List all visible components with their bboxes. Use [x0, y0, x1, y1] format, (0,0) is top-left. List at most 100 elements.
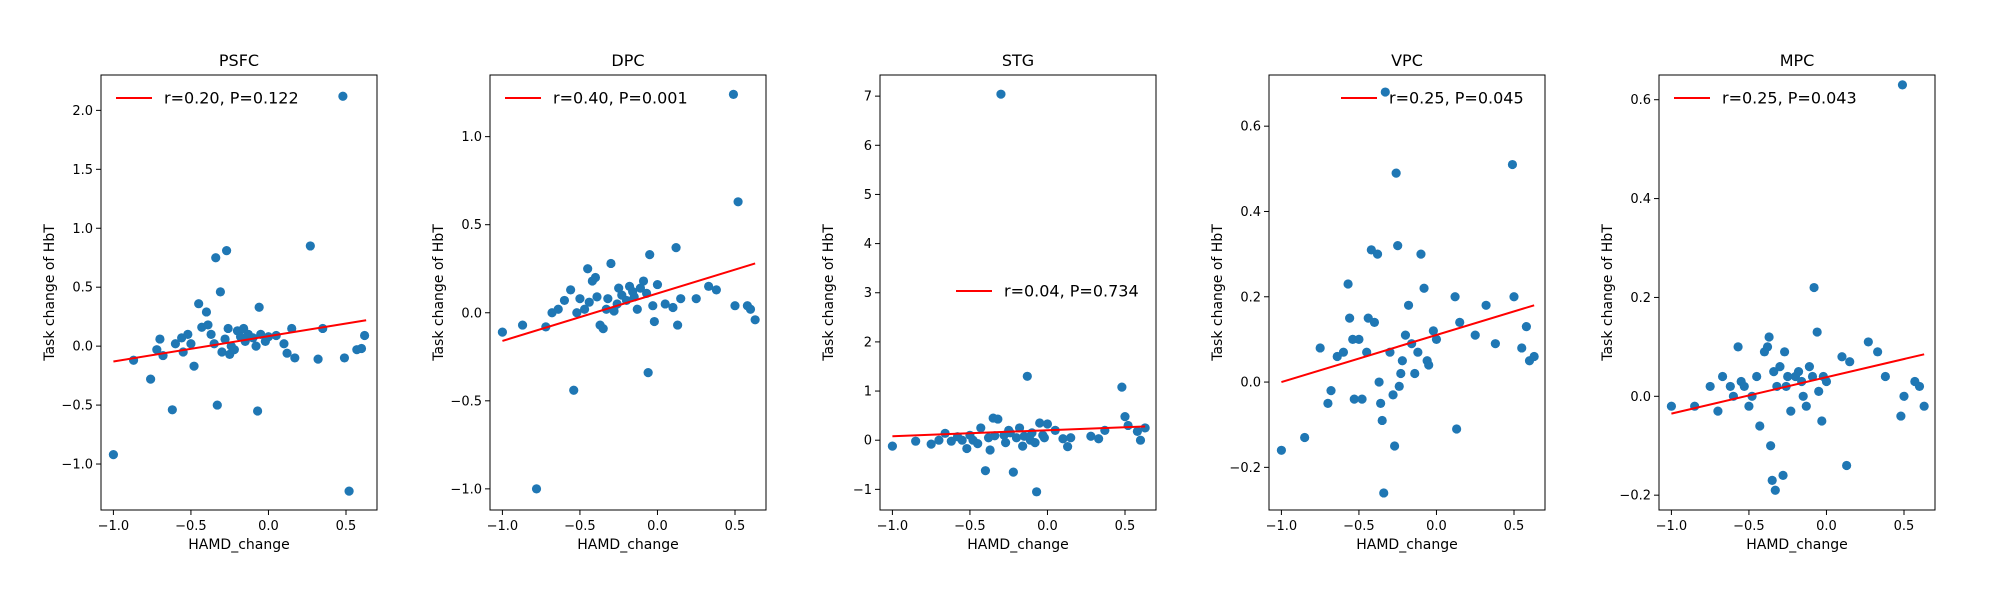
- x-axis-label: HAMD_change: [1356, 537, 1458, 553]
- data-point: [993, 414, 1003, 424]
- data-point: [253, 406, 263, 416]
- x-tick-label: −0.5: [175, 519, 207, 534]
- data-point: [194, 299, 204, 309]
- data-point: [1388, 390, 1398, 400]
- data-point: [976, 423, 986, 433]
- data-point: [1798, 391, 1808, 401]
- data-point: [603, 294, 613, 304]
- data-point: [229, 345, 239, 355]
- regression-line: [1281, 304, 1535, 384]
- data-point: [575, 294, 585, 304]
- y-tick-label: 2.0: [72, 104, 93, 119]
- data-point: [1018, 441, 1028, 451]
- data-point: [1419, 283, 1429, 293]
- data-point: [1863, 337, 1873, 347]
- chart-panel-psfc: PSFC −1.0 −0.5 0.0 0.5 −1.0 −0.5 0.0 0.5 1.0 1.5 2.…: [42, 51, 378, 553]
- data-point: [572, 308, 582, 318]
- data-point: [1428, 326, 1438, 336]
- y-tick-label: 0.0: [1240, 376, 1261, 391]
- data-point: [1717, 371, 1728, 382]
- data-point: [632, 304, 642, 314]
- y-tick-label: 1.5: [72, 163, 93, 178]
- chart-panel-mpc: MPC −1.0 −0.5 0.0 0.5 −0.2 0.0 0.2 0.4 0.6 HAMD_ch…: [1600, 51, 1936, 553]
- y-tick-label: 0.4: [1240, 205, 1261, 220]
- x-tick-label: −1.0: [487, 519, 519, 534]
- data-point: [569, 385, 579, 395]
- data-point: [1804, 362, 1815, 372]
- chart-panel-vpc: VPC −1.0 −0.5 0.0 0.5 −0.2 0.0 0.2 0.4 0.6 HAMD_ch…: [1210, 51, 1546, 553]
- y-tick-label: 0.0: [72, 340, 93, 355]
- data-point: [1140, 423, 1150, 433]
- data-point: [1377, 415, 1387, 426]
- data-point: [673, 320, 683, 330]
- data-point: [1058, 434, 1068, 444]
- data-point: [1733, 342, 1743, 352]
- data-point: [1354, 334, 1364, 345]
- data-point: [1349, 394, 1359, 404]
- x-tick-label: 0.5: [1894, 519, 1915, 534]
- data-point: [1410, 368, 1420, 379]
- data-point: [155, 334, 165, 344]
- y-tick-label: 0.6: [1240, 120, 1261, 135]
- y-tick-label: −1.0: [450, 482, 482, 497]
- x-tick-label: 0.0: [258, 519, 279, 534]
- data-point: [1896, 411, 1906, 421]
- regression-line: [892, 425, 1146, 438]
- data-point: [926, 439, 936, 449]
- data-point: [1326, 385, 1336, 396]
- data-point: [750, 315, 760, 325]
- data-point: [566, 285, 576, 295]
- plot-frame: [1658, 74, 1936, 511]
- data-point: [1769, 366, 1779, 377]
- data-point: [1845, 357, 1855, 367]
- data-point: [108, 449, 119, 460]
- data-point: [1397, 356, 1407, 366]
- data-point: [973, 439, 983, 449]
- y-tick-label: 0.5: [461, 218, 482, 233]
- data-point: [1042, 419, 1053, 429]
- data-point: [1379, 488, 1389, 498]
- data-point: [592, 292, 602, 302]
- data-point: [1035, 418, 1045, 428]
- plot-frame: [489, 74, 767, 511]
- data-point: [1008, 467, 1018, 477]
- data-point: [1801, 401, 1811, 411]
- x-tick-label: 0.0: [1816, 519, 1837, 534]
- x-tick-label: 0.5: [336, 519, 357, 534]
- data-point: [531, 484, 542, 494]
- data-point: [206, 329, 216, 339]
- data-point: [1762, 342, 1773, 352]
- data-point: [1814, 386, 1824, 396]
- legend-label: r=0.25, P=0.043: [1722, 89, 1857, 108]
- data-point: [635, 283, 646, 293]
- data-point: [911, 436, 921, 446]
- data-point: [223, 323, 233, 334]
- y-axis-label: Task change of HbT: [1600, 224, 1616, 362]
- y-tick-label: 6: [864, 139, 872, 154]
- data-point: [1807, 371, 1818, 382]
- data-point: [203, 320, 213, 330]
- data-point: [221, 246, 232, 256]
- y-tick-label: 0.2: [1240, 290, 1261, 305]
- data-point: [962, 443, 972, 454]
- data-point: [1030, 438, 1040, 448]
- data-point: [251, 341, 261, 351]
- data-point: [183, 329, 193, 339]
- data-point: [671, 242, 681, 253]
- x-tick-label: 0.0: [1426, 519, 1447, 534]
- data-point: [1899, 391, 1909, 401]
- data-point: [745, 304, 756, 314]
- data-point: [1775, 362, 1785, 372]
- data-point: [598, 324, 608, 334]
- data-point: [1713, 406, 1723, 416]
- data-point: [1666, 401, 1677, 411]
- x-tick-label: −1.0: [1266, 519, 1298, 534]
- data-point: [559, 295, 570, 306]
- plot-frame: [1268, 74, 1546, 511]
- regression-line: [502, 262, 756, 342]
- data-point: [1338, 347, 1349, 357]
- x-tick-label: −1.0: [877, 519, 909, 534]
- data-point: [1821, 376, 1832, 387]
- y-tick-label: 3: [864, 286, 872, 301]
